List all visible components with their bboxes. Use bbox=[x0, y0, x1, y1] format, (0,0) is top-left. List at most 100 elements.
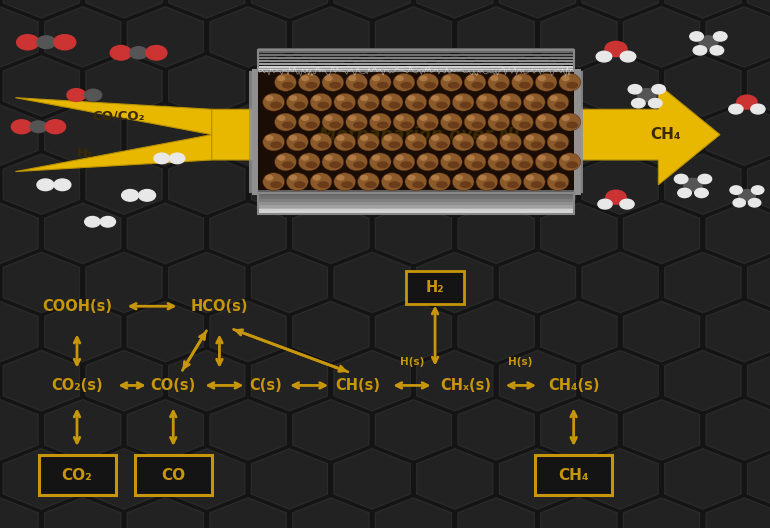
Ellipse shape bbox=[383, 95, 392, 101]
Polygon shape bbox=[45, 105, 121, 165]
Ellipse shape bbox=[381, 93, 403, 111]
Polygon shape bbox=[169, 351, 245, 411]
Ellipse shape bbox=[448, 121, 460, 128]
Ellipse shape bbox=[507, 102, 519, 109]
Polygon shape bbox=[706, 105, 770, 165]
Polygon shape bbox=[665, 154, 741, 214]
Ellipse shape bbox=[488, 73, 510, 91]
Text: CO/CO₂: CO/CO₂ bbox=[92, 110, 145, 122]
Polygon shape bbox=[86, 154, 162, 214]
Ellipse shape bbox=[554, 181, 566, 188]
Polygon shape bbox=[582, 56, 658, 116]
Polygon shape bbox=[624, 301, 699, 362]
Polygon shape bbox=[334, 154, 410, 214]
Text: COOH(s): COOH(s) bbox=[42, 299, 112, 314]
Ellipse shape bbox=[407, 135, 416, 141]
Polygon shape bbox=[251, 56, 327, 116]
Circle shape bbox=[621, 51, 636, 62]
Ellipse shape bbox=[455, 95, 463, 101]
Ellipse shape bbox=[405, 173, 427, 191]
Polygon shape bbox=[15, 98, 212, 135]
Polygon shape bbox=[3, 351, 79, 411]
Polygon shape bbox=[169, 0, 245, 18]
Circle shape bbox=[606, 190, 626, 204]
Ellipse shape bbox=[360, 95, 368, 101]
Polygon shape bbox=[210, 400, 286, 460]
FancyBboxPatch shape bbox=[135, 455, 212, 495]
Polygon shape bbox=[334, 0, 410, 18]
Ellipse shape bbox=[289, 95, 297, 101]
Ellipse shape bbox=[277, 76, 286, 81]
Ellipse shape bbox=[306, 82, 317, 89]
Ellipse shape bbox=[561, 155, 570, 161]
Polygon shape bbox=[417, 0, 493, 18]
Ellipse shape bbox=[330, 82, 341, 89]
Ellipse shape bbox=[346, 153, 367, 171]
Ellipse shape bbox=[294, 142, 306, 148]
Ellipse shape bbox=[400, 82, 412, 89]
Polygon shape bbox=[169, 56, 245, 116]
Circle shape bbox=[169, 153, 185, 164]
Ellipse shape bbox=[507, 142, 519, 148]
Polygon shape bbox=[86, 56, 162, 116]
Polygon shape bbox=[127, 301, 203, 362]
Ellipse shape bbox=[412, 181, 424, 188]
Circle shape bbox=[699, 36, 718, 49]
Ellipse shape bbox=[519, 82, 531, 89]
Polygon shape bbox=[45, 203, 121, 263]
Ellipse shape bbox=[535, 113, 557, 131]
Circle shape bbox=[67, 89, 85, 101]
Polygon shape bbox=[3, 154, 79, 214]
Polygon shape bbox=[417, 56, 493, 116]
Polygon shape bbox=[376, 7, 451, 67]
Bar bbox=[258, 199, 574, 202]
Polygon shape bbox=[251, 252, 327, 313]
Bar bbox=[258, 211, 574, 214]
Ellipse shape bbox=[336, 175, 345, 181]
Polygon shape bbox=[665, 252, 741, 313]
Ellipse shape bbox=[443, 115, 451, 121]
Circle shape bbox=[733, 199, 745, 207]
Circle shape bbox=[751, 104, 765, 114]
Ellipse shape bbox=[566, 162, 578, 168]
Ellipse shape bbox=[524, 93, 545, 111]
Ellipse shape bbox=[429, 133, 450, 151]
Ellipse shape bbox=[365, 102, 377, 109]
Ellipse shape bbox=[524, 133, 545, 151]
Ellipse shape bbox=[495, 82, 507, 89]
Ellipse shape bbox=[310, 93, 332, 111]
Polygon shape bbox=[458, 498, 534, 528]
Ellipse shape bbox=[324, 76, 333, 81]
Polygon shape bbox=[127, 400, 203, 460]
Ellipse shape bbox=[336, 95, 345, 101]
Circle shape bbox=[129, 47, 147, 59]
Circle shape bbox=[748, 199, 761, 207]
Bar bbox=[249, 71, 258, 193]
Ellipse shape bbox=[372, 76, 380, 81]
Polygon shape bbox=[748, 56, 770, 116]
Circle shape bbox=[54, 179, 71, 191]
Ellipse shape bbox=[464, 73, 486, 91]
Ellipse shape bbox=[476, 133, 497, 151]
Ellipse shape bbox=[519, 121, 531, 128]
Ellipse shape bbox=[547, 173, 569, 191]
Ellipse shape bbox=[393, 153, 415, 171]
Polygon shape bbox=[624, 498, 699, 528]
Polygon shape bbox=[86, 449, 162, 509]
Ellipse shape bbox=[511, 113, 534, 131]
Ellipse shape bbox=[377, 121, 389, 128]
Polygon shape bbox=[210, 7, 286, 67]
Polygon shape bbox=[376, 105, 451, 165]
Text: CHₓ(s): CHₓ(s) bbox=[440, 378, 491, 393]
Ellipse shape bbox=[500, 133, 521, 151]
Ellipse shape bbox=[396, 155, 403, 161]
Circle shape bbox=[54, 35, 75, 50]
Ellipse shape bbox=[370, 73, 391, 91]
Bar bbox=[567, 69, 581, 195]
Ellipse shape bbox=[455, 175, 463, 181]
Ellipse shape bbox=[417, 113, 439, 131]
Polygon shape bbox=[293, 105, 369, 165]
Ellipse shape bbox=[286, 93, 308, 111]
Polygon shape bbox=[127, 105, 203, 165]
Ellipse shape bbox=[507, 181, 519, 188]
